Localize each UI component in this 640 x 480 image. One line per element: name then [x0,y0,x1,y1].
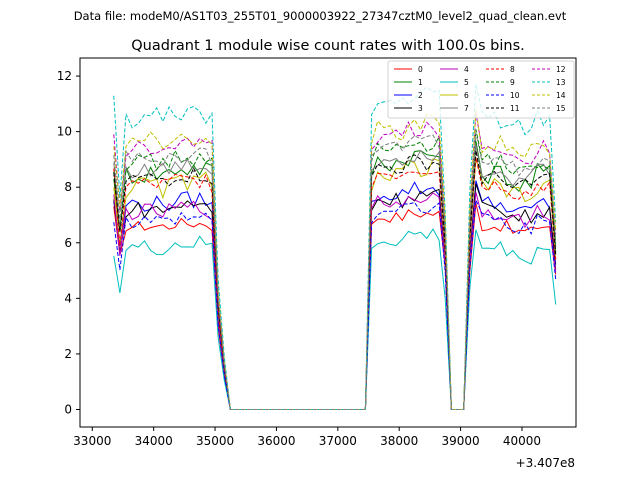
series-line-0 [113,203,557,410]
legend-label: 1 [418,78,423,87]
x-tick-label: 37000 [319,434,357,448]
y-tick-label: 12 [57,69,72,83]
series-line-9 [113,129,557,410]
legend-label: 5 [464,78,469,87]
y-tick-label: 10 [57,125,72,139]
x-tick-label: 40000 [503,434,541,448]
legend-label: 13 [556,78,566,87]
series-line-15 [113,133,557,410]
legend-label: 0 [418,65,423,74]
legend-label: 4 [464,65,469,74]
legend-label: 15 [556,104,566,113]
y-tick-label: 6 [64,236,72,250]
legend-label: 7 [464,104,469,113]
legend-label: 14 [556,91,566,100]
series-line-5 [113,228,557,410]
y-tick-label: 0 [64,402,72,416]
series-line-14 [113,109,557,410]
series-line-7 [113,144,557,410]
legend-label: 2 [418,91,423,100]
y-tick-label: 8 [64,180,72,194]
chart-suptitle: Data file: modeM0/AS1T03_255T01_90000039… [74,9,567,23]
series-line-4 [113,192,557,410]
chart-title: Quadrant 1 module wise count rates with … [131,38,525,54]
x-offset-label: +3.407e8 [516,456,575,470]
y-tick-label: 2 [64,347,72,361]
legend-label: 3 [418,104,423,113]
x-tick-label: 36000 [257,434,295,448]
legend-label: 6 [464,91,469,100]
series-line-3 [113,183,557,410]
series-line-2 [113,180,557,410]
legend-label: 9 [510,78,515,87]
legend-label: 12 [556,65,566,74]
legend-label: 11 [510,104,520,113]
y-tick-label: 4 [64,291,72,305]
series-line-11 [113,150,557,410]
legend-label: 8 [510,65,515,74]
x-tick-label: 33000 [73,434,111,448]
x-tick-label: 35000 [196,434,234,448]
x-tick-label: 34000 [135,434,173,448]
x-tick-label: 38000 [380,434,418,448]
legend-label: 10 [510,91,520,100]
series-line-13 [113,84,557,410]
series-line-1 [113,141,557,410]
legend-frame [387,60,575,119]
x-tick-label: 39000 [442,434,480,448]
series-line-10 [113,198,557,410]
